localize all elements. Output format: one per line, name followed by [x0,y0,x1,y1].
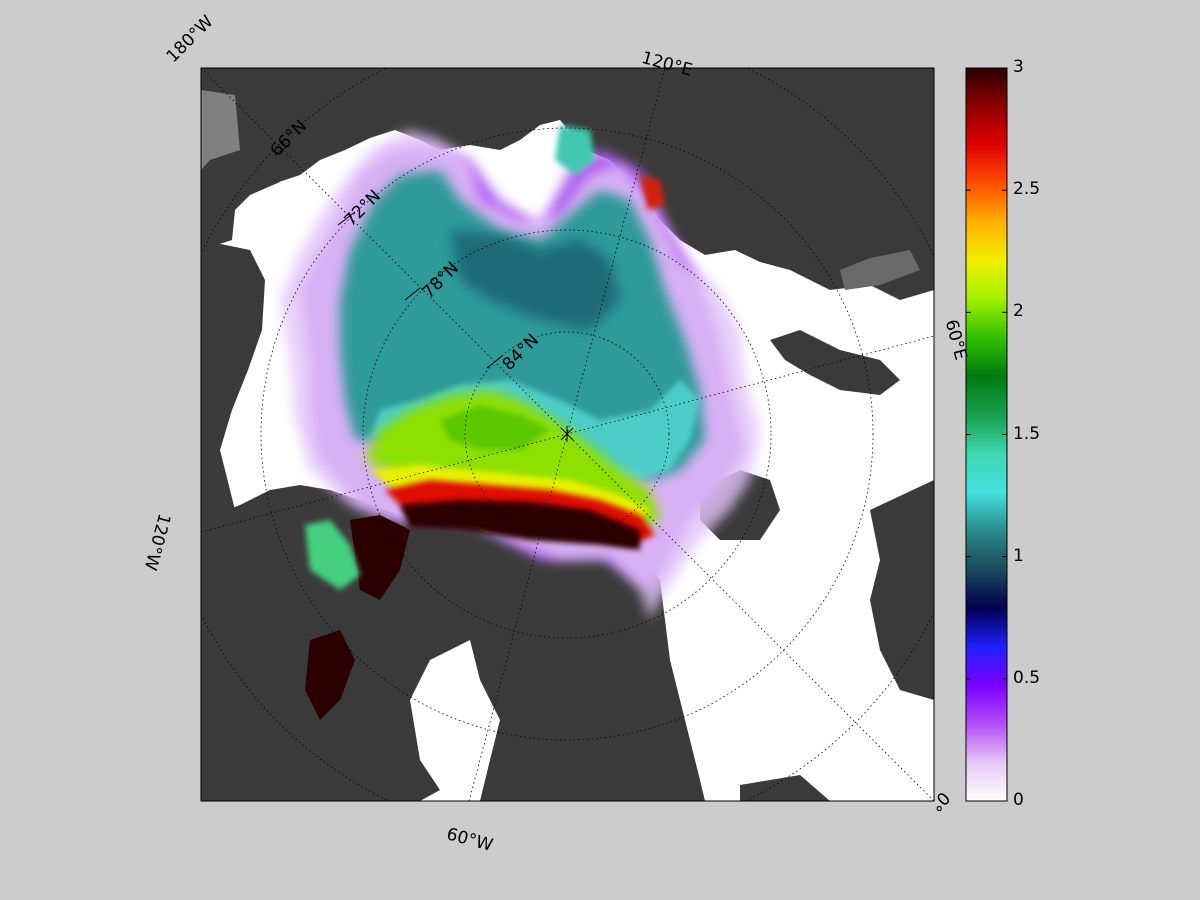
colorbar-bar [965,67,1008,802]
ice-dark-teal [450,230,620,330]
no-data-land [201,90,240,170]
land-iceland [740,775,830,801]
colorbar-tick-label: 0.5 [1013,667,1041,688]
sea-ice-field [280,125,760,720]
ice-thick-green-core [440,405,550,450]
latitude-label-ticks [274,144,503,369]
colorbar-tick-label: 1 [1013,545,1024,566]
graticule-78n [362,229,772,639]
graticule-72n [260,127,874,741]
land-siberia [230,68,934,300]
map-area [201,68,934,801]
colorbar [965,67,1008,802]
ice-laptev-bay [555,125,595,175]
ice-archipelago-green [305,520,360,590]
land-canadian-archipelago [201,485,540,801]
colorbar-tick-label: 1.5 [1013,423,1041,444]
ice-kara-edge [640,175,665,210]
colorbar-tick-marks [966,67,1007,802]
no-data-land-2 [840,250,920,290]
colorbar-tick-label: 2 [1013,301,1024,322]
land-scandinavia [870,480,934,700]
map-frame [200,67,935,802]
land-canada-west [201,240,265,540]
graticule-84n [464,331,670,537]
colorbar-tick-label: 0 [1013,790,1024,810]
colorbar-tick-label: 3 [1013,57,1024,77]
colorbar-tick-label: 2.5 [1013,179,1041,200]
land-franz-josef [770,330,900,395]
ice-archipelago-channels [305,515,410,720]
north-pole-marker [560,426,574,442]
ice-very-thick-dark [400,500,640,550]
